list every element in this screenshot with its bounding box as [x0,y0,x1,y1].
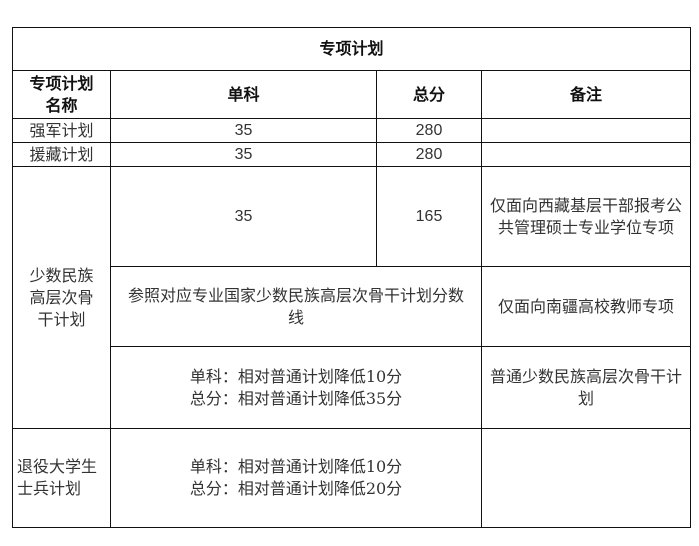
table-row: 援藏计划 35 280 [12,142,692,167]
table-row: 单科：相对普通计划降低10分 总分：相对普通计划降低35分 普通少数民族高层次骨… [13,346,692,429]
header-total: 总分 [376,70,482,119]
single-score: 35 [110,142,377,167]
score-reduction: 单科：相对普通计划降低10分 总分：相对普通计划降低20分 [110,428,482,528]
score-reference: 参照对应专业国家少数民族高层次骨干计划分数线 [110,266,482,347]
single-score: 35 [110,166,377,267]
special-plan-table: 专项计划 专项计划名称 单科 总分 备注 强军计划 35 280 援藏计划 35… [11,27,692,528]
note [480,118,692,143]
table-row: 参照对应专业国家少数民族高层次骨干计划分数线 仅面向南疆高校教师专项 [13,266,692,347]
table-title: 专项计划 [11,27,692,71]
note: 普通少数民族高层次骨干计划 [480,346,692,429]
plan-name: 援藏计划 [12,142,111,167]
plan-name: 强军计划 [12,118,111,143]
note: 仅面向南疆高校教师专项 [480,266,692,347]
total-reduction: 总分：相对普通计划降低20分 [189,479,403,498]
plan-name: 少数民族高层次骨干计划 [12,166,111,429]
total-score: 280 [376,142,482,167]
table-row: 少数民族高层次骨干计划 35 165 仅面向西藏基层干部报考公共管理硕士专业学位… [12,166,692,429]
table-row: 退役大学生士兵计划 单科：相对普通计划降低10分 总分：相对普通计划降低20分 [12,428,692,528]
single-score: 35 [110,118,377,143]
note [480,428,692,528]
total-reduction: 总分：相对普通计划降低35分 [189,388,403,408]
total-score: 280 [376,118,482,143]
note: 仅面向西藏基层干部报考公共管理硕士专业学位专项 [480,166,692,267]
header-note: 备注 [480,70,692,119]
header-single: 单科 [110,70,377,119]
single-reduction: 单科：相对普通计划降低10分 [189,457,403,476]
table-row: 强军计划 35 280 [12,118,692,143]
header-plan-name: 专项计划名称 [12,70,111,119]
total-score: 165 [376,166,482,267]
plan-name: 退役大学生士兵计划 [12,428,111,528]
single-reduction: 单科：相对普通计划降低10分 [189,366,403,386]
score-reduction: 单科：相对普通计划降低10分 总分：相对普通计划降低35分 [110,346,482,429]
note [480,142,692,167]
